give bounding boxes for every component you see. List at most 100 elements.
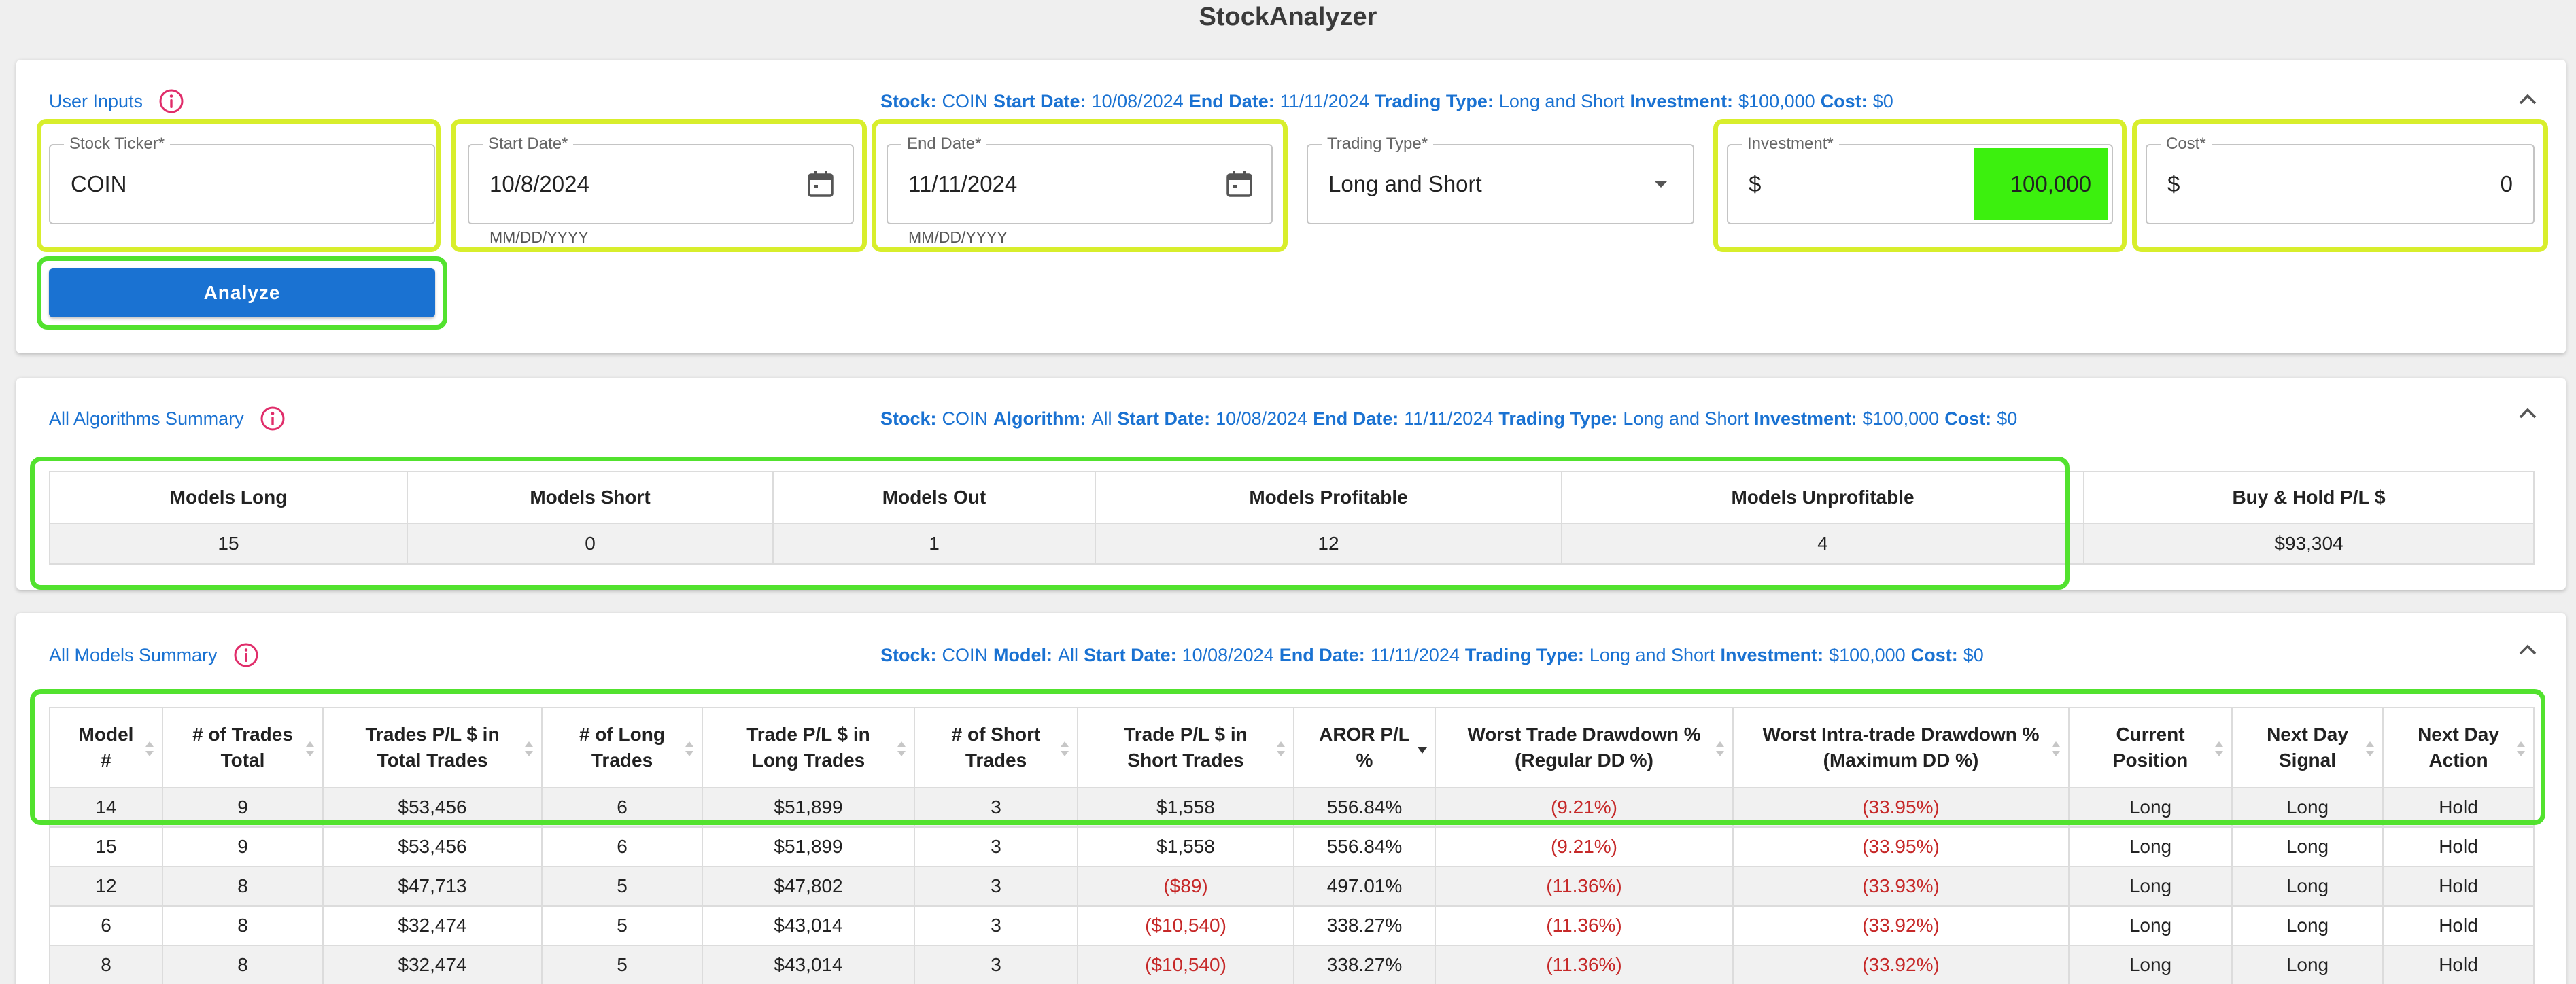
table-cell: Long: [2231, 945, 2384, 984]
summary-key: Model:: [993, 644, 1053, 665]
summary-value: 11/11/2024: [1404, 408, 1494, 429]
table-row[interactable]: 15 9 $53,456 6 $51,899 3 $1,558 556.84% (9.21%)(…: [49, 826, 2535, 867]
table-cell: 15: [49, 826, 163, 867]
end-date-value: 11/11/2024: [908, 171, 1018, 196]
summary-key: Stock:: [880, 644, 937, 665]
column-header[interactable]: # of Trades Total: [162, 707, 324, 788]
column-header[interactable]: Next Day Action: [2382, 707, 2535, 788]
table-cell: Long: [2068, 905, 2233, 946]
end-date-field[interactable]: End Date* 11/11/2024: [887, 135, 1273, 224]
column-header[interactable]: Worst Intra-trade Drawdown % (Maximum DD …: [1732, 707, 2070, 788]
sort-icon[interactable]: [2049, 737, 2063, 760]
user-inputs-header: User Inputs: [49, 88, 185, 115]
summary-value: $100,000: [1738, 90, 1815, 111]
chevron-up-icon[interactable]: [2515, 401, 2540, 425]
info-icon[interactable]: [158, 88, 185, 115]
start-date-field[interactable]: Start Date* 10/8/2024: [468, 135, 854, 224]
table-cell: 338.27%: [1293, 945, 1436, 984]
summary-value: Long and Short: [1623, 408, 1749, 429]
table-cell: Hold: [2382, 826, 2535, 867]
chevron-up-icon[interactable]: [2515, 87, 2540, 111]
column-header: Models Short: [407, 471, 774, 524]
summary-key: Investment:: [1754, 408, 1857, 429]
column-header[interactable]: # of Long Trades: [541, 707, 703, 788]
table-header-row: Model # # of Trades Total Trades P/L $ in Tot…: [49, 707, 2535, 788]
column-header[interactable]: Worst Trade Drawdown % (Regular DD %): [1435, 707, 1734, 788]
stock-ticker-field[interactable]: Stock Ticker* COIN: [49, 135, 435, 224]
column-header[interactable]: Trades P/L $ in Total Trades: [322, 707, 543, 788]
info-icon[interactable]: [233, 642, 260, 669]
table-cell: 0: [407, 523, 774, 565]
sort-icon[interactable]: [2363, 737, 2377, 760]
investment-field[interactable]: Investment* $ 100,000: [1727, 135, 2113, 224]
table-cell: (33.95%): [1732, 826, 2070, 867]
table-cell: Long: [2231, 866, 2384, 907]
column-header: Models Out: [772, 471, 1096, 524]
column-header[interactable]: # of Short Trades: [914, 707, 1078, 788]
field-label: Investment*: [1742, 135, 1839, 154]
sort-icon[interactable]: [683, 737, 696, 760]
summary-key: End Date:: [1279, 644, 1365, 665]
table-cell: $1,558: [1077, 826, 1294, 867]
column-header[interactable]: Next Day Signal: [2231, 707, 2384, 788]
chevron-up-icon[interactable]: [2515, 637, 2540, 662]
table-cell: $43,014: [702, 945, 915, 984]
table-cell: 3: [914, 866, 1078, 907]
sort-icon[interactable]: [895, 737, 908, 760]
summary-key: Investment:: [1720, 644, 1824, 665]
table-cell: 3: [914, 945, 1078, 984]
table-row[interactable]: 8 8 $32,474 5 $43,014 3 ($10,540) 338.27% (11.36…: [49, 945, 2535, 984]
analyze-highlight: [37, 256, 447, 330]
sort-icon[interactable]: [2514, 737, 2528, 760]
sort-icon[interactable]: [1274, 737, 1288, 760]
sort-icon[interactable]: [1058, 737, 1071, 760]
summary-key: Start Date:: [1117, 408, 1211, 429]
calendar-icon[interactable]: [805, 169, 836, 200]
table-cell: ($10,540): [1077, 945, 1294, 984]
column-header[interactable]: Trade P/L $ in Long Trades: [702, 707, 915, 788]
column-header-label: Trade P/L $ in: [746, 724, 870, 745]
sort-icon[interactable]: [1713, 737, 1727, 760]
trading-type-select[interactable]: Trading Type* Long and Short: [1307, 135, 1694, 224]
table-cell: 5: [541, 905, 703, 946]
sort-icon[interactable]: [303, 737, 317, 760]
summary-key: Trading Type:: [1498, 408, 1618, 429]
column-header[interactable]: Trade P/L $ in Short Trades: [1077, 707, 1294, 788]
summary-key: Cost:: [1910, 644, 1958, 665]
table-cell: Long: [2068, 945, 2233, 984]
algorithms-summary-header: All Algorithms Summary: [49, 405, 286, 432]
table-cell: 9: [162, 826, 324, 867]
summary-value: COIN: [942, 644, 989, 665]
table-row[interactable]: 6 8 $32,474 5 $43,014 3 ($10,540) 338.27% (11.36…: [49, 905, 2535, 946]
table-cell: 5: [541, 945, 703, 984]
column-header[interactable]: AROR P/L%: [1293, 707, 1436, 788]
summary-value: $0: [1872, 90, 1893, 111]
table-row[interactable]: 12 8 $47,713 5 $47,802 3 ($89) 497.01% (11.36%)(…: [49, 866, 2535, 907]
sort-icon[interactable]: [522, 737, 536, 760]
currency-prefix: $: [2167, 171, 2180, 196]
column-header[interactable]: Model #: [49, 707, 163, 788]
column-header-label: Worst Trade Drawdown %: [1467, 724, 1701, 745]
summary-value: $0: [1963, 644, 1984, 665]
column-header-label: Next Day: [2418, 724, 2499, 745]
sort-icon[interactable]: [143, 737, 156, 760]
sort-icon[interactable]: [2212, 737, 2226, 760]
cost-field[interactable]: Cost* $ 0: [2146, 135, 2535, 224]
info-icon[interactable]: [259, 405, 286, 432]
sort-down-icon[interactable]: [1415, 737, 1429, 760]
table-cell: 8: [162, 905, 324, 946]
column-header[interactable]: Current Position: [2068, 707, 2233, 788]
dropdown-arrow-icon[interactable]: [1645, 173, 1677, 204]
table-cell: $53,456: [322, 826, 543, 867]
summary-value: $100,000: [1862, 408, 1940, 429]
summary-value: $100,000: [1829, 644, 1906, 665]
calendar-icon[interactable]: [1224, 169, 1255, 200]
algorithms-table-highlight: [30, 457, 2070, 590]
summary-key: Stock:: [880, 90, 937, 111]
column-header-label: Action: [2428, 750, 2488, 771]
analyze-button[interactable]: Analyze: [49, 268, 435, 317]
summary-key: Trading Type:: [1464, 644, 1584, 665]
table-cell: (33.92%): [1732, 945, 2070, 984]
investment-value: 100,000: [2010, 171, 2091, 196]
summary-key: Investment:: [1630, 90, 1734, 111]
